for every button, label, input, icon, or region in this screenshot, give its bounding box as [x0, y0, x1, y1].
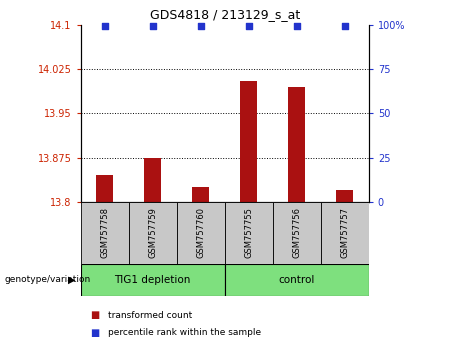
Text: ■: ■ — [90, 328, 99, 338]
Point — [341, 23, 349, 28]
Bar — [129, 202, 177, 264]
Point — [149, 23, 156, 28]
Text: ■: ■ — [90, 310, 99, 320]
Text: ▶: ▶ — [68, 275, 75, 285]
Bar — [321, 202, 369, 264]
Bar — [144, 158, 161, 202]
Point — [293, 23, 301, 28]
Bar — [225, 264, 369, 296]
Point — [245, 23, 253, 28]
Text: transformed count: transformed count — [108, 310, 193, 320]
Text: genotype/variation: genotype/variation — [5, 275, 91, 284]
Bar — [192, 187, 209, 202]
Bar — [177, 202, 225, 264]
Bar — [337, 190, 353, 202]
Bar — [289, 87, 305, 202]
Point — [101, 23, 108, 28]
Bar — [81, 202, 129, 264]
Bar — [240, 81, 257, 202]
Text: GSM757755: GSM757755 — [244, 207, 253, 258]
Bar — [81, 264, 225, 296]
Text: control: control — [278, 275, 315, 285]
Point — [197, 23, 204, 28]
Bar — [273, 202, 321, 264]
Text: percentile rank within the sample: percentile rank within the sample — [108, 328, 261, 337]
Bar — [225, 202, 273, 264]
Text: TIG1 depletion: TIG1 depletion — [114, 275, 191, 285]
Text: GSM757760: GSM757760 — [196, 207, 205, 258]
Text: GSM757756: GSM757756 — [292, 207, 301, 258]
Title: GDS4818 / 213129_s_at: GDS4818 / 213129_s_at — [150, 8, 300, 21]
Text: GSM757758: GSM757758 — [100, 207, 109, 258]
Bar — [96, 175, 113, 202]
Text: GSM757759: GSM757759 — [148, 207, 157, 258]
Text: GSM757757: GSM757757 — [340, 207, 349, 258]
